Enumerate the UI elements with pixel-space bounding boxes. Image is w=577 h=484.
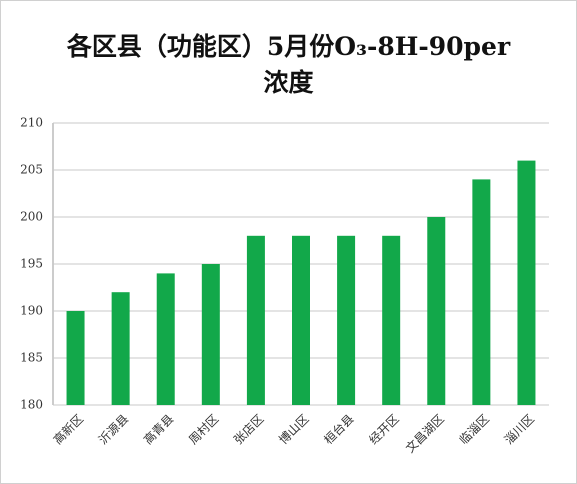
x-tick-label: 博山区 — [276, 411, 312, 447]
bar — [66, 311, 85, 405]
y-tick-label: 190 — [20, 304, 43, 318]
bar — [382, 235, 401, 405]
x-tick-label: 沂源县 — [96, 412, 131, 447]
x-tick-label: 张店区 — [231, 412, 266, 447]
bar — [472, 179, 491, 405]
y-tick-label: 205 — [20, 163, 43, 177]
x-tick-label: 高青县 — [140, 411, 176, 447]
y-tick-label: 210 — [20, 116, 43, 130]
y-tick-label: 180 — [20, 398, 43, 412]
x-tick-label: 淄川区 — [502, 412, 537, 447]
y-tick-label: 200 — [20, 210, 43, 224]
bar — [246, 235, 265, 405]
bar — [427, 217, 446, 405]
chart-title: 各区县（功能区）5月份O₃-8H-90per浓度 — [66, 32, 511, 97]
x-tick-label: 周村区 — [186, 412, 221, 447]
bar — [292, 235, 310, 405]
bar — [201, 264, 220, 405]
bar — [337, 235, 356, 405]
x-tick-label: 文昌湖区 — [402, 411, 447, 456]
y-tick-label: 185 — [20, 351, 43, 365]
x-tick-label: 经开区 — [366, 412, 401, 447]
x-tick-label: 桓台县 — [321, 411, 357, 447]
bar — [517, 160, 536, 405]
x-tick-label: 临淄区 — [457, 412, 492, 447]
bar — [111, 292, 130, 405]
x-tick-label: 高新区 — [50, 411, 86, 447]
y-tick-label: 195 — [20, 257, 43, 271]
bar — [156, 273, 175, 405]
